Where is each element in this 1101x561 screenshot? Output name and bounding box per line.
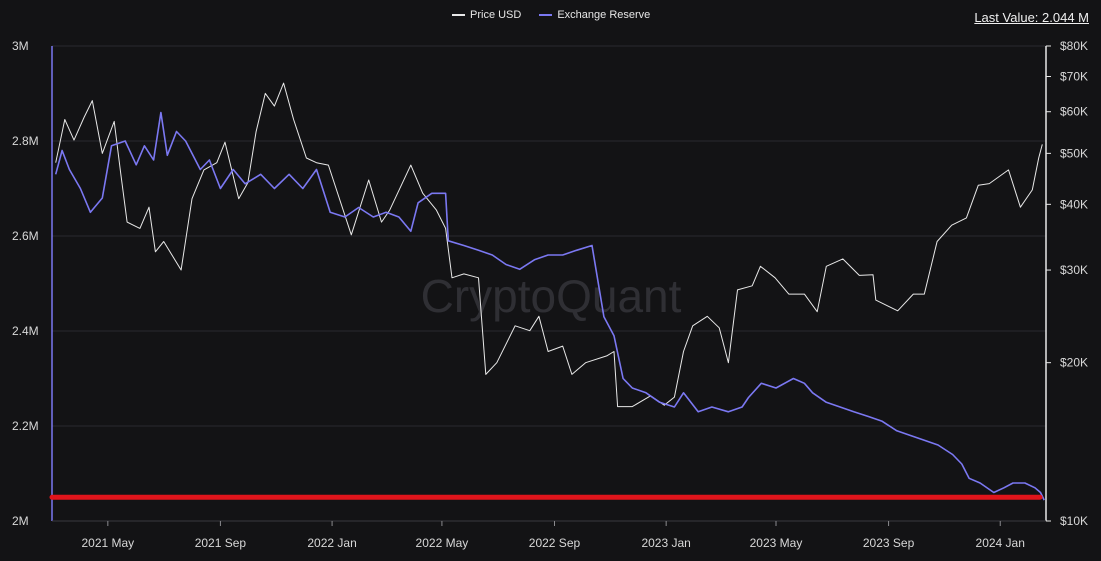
watermark-text: CryptoQuant <box>421 270 682 322</box>
legend-swatch-reserve <box>539 14 553 16</box>
y-right-tick-label: $70K <box>1060 70 1088 84</box>
x-tick-label: 2022 May <box>416 536 469 550</box>
x-tick-label: 2021 Sep <box>195 536 247 550</box>
y-right-tick-label: $30K <box>1060 263 1088 277</box>
y-right-tick-label: $40K <box>1060 197 1088 211</box>
x-tick-label: 2021 May <box>81 536 134 550</box>
y-left-tick-label: 2.8M <box>12 134 39 148</box>
y-left-tick-label: 2M <box>12 514 29 528</box>
series-line-reserve <box>54 111 1045 501</box>
y-right-tick-label: $80K <box>1060 39 1088 53</box>
y-right-tick-label: $10K <box>1060 514 1088 528</box>
x-tick-label: 2022 Jan <box>307 536 356 550</box>
x-tick-label: 2022 Sep <box>529 536 581 550</box>
y-left-tick-label: 2.2M <box>12 419 39 433</box>
x-tick-label: 2023 Jan <box>641 536 690 550</box>
y-left-tick-label: 2.4M <box>12 324 39 338</box>
y-right-tick-label: $20K <box>1060 356 1088 370</box>
x-tick-label: 2023 Sep <box>863 536 915 550</box>
legend-swatch-price <box>452 14 465 16</box>
last-value-readout[interactable]: Last Value: 2.044 M <box>974 10 1089 25</box>
legend: Price USD Exchange Reserve <box>452 9 650 21</box>
legend-label-reserve: Exchange Reserve <box>557 9 651 21</box>
legend-item-price[interactable]: Price USD <box>452 9 521 21</box>
x-tick-label: 2024 Jan <box>976 536 1025 550</box>
legend-label-price: Price USD <box>470 9 522 21</box>
y-left-tick-label: 2.6M <box>12 229 39 243</box>
y-right-tick-label: $50K <box>1060 146 1088 160</box>
x-tick-label: 2023 May <box>750 536 803 550</box>
series-line-price <box>55 82 1043 408</box>
legend-item-reserve[interactable]: Exchange Reserve <box>539 9 650 21</box>
y-left-tick-label: 3M <box>12 39 29 53</box>
y-right-tick-label: $60K <box>1060 105 1088 119</box>
